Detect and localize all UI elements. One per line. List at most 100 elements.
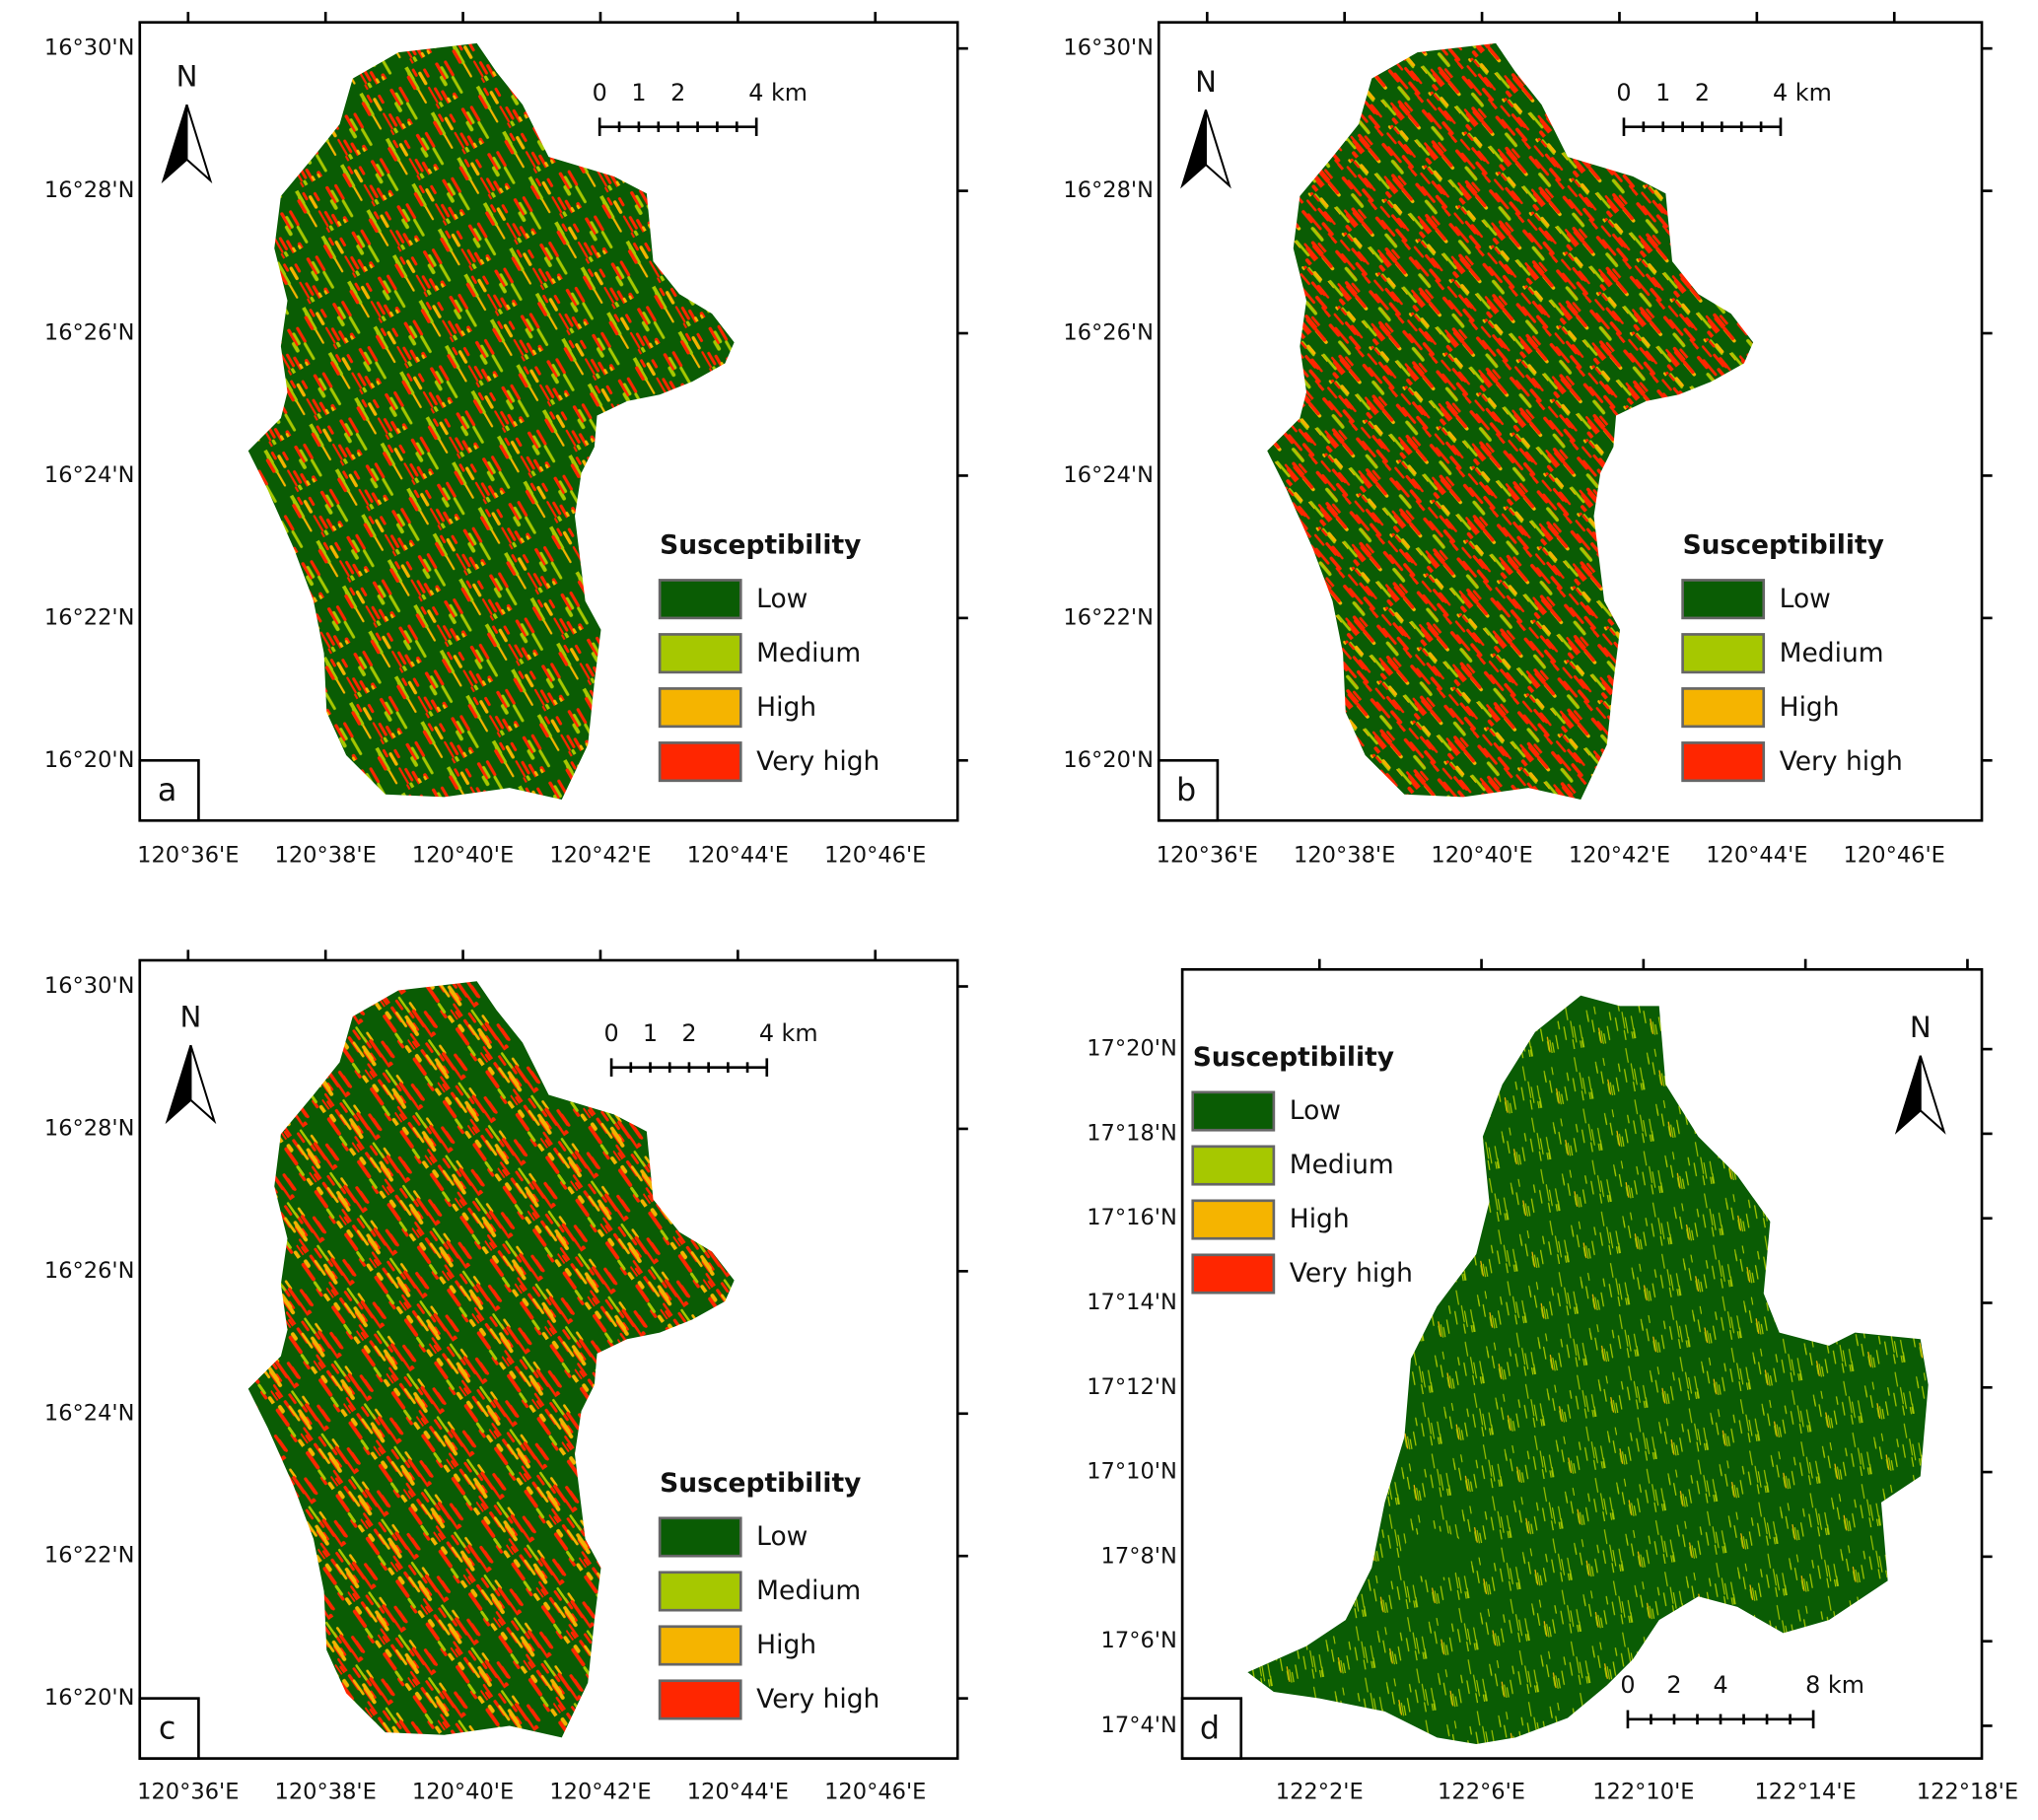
lat-label: 17°4'N (1101, 1713, 1177, 1738)
scale-label: 4 km (748, 79, 808, 106)
legend-label: Low (756, 584, 808, 614)
north-arrow-right (1204, 109, 1231, 189)
north-arrow-right (185, 104, 213, 184)
lon-label: 120°42'E (1569, 843, 1670, 869)
north-label: N (1910, 1011, 1932, 1044)
panel-label-box (1157, 758, 1220, 822)
lat-label: 16°20'N (44, 747, 135, 773)
catchment (247, 981, 735, 1738)
lon-label: 120°38'E (1294, 843, 1395, 869)
map-panel: 17°20'N 17°18'N 17°16'N 17°14'N 17°12'N 17°10… (1087, 958, 2018, 1805)
legend-swatch (658, 579, 742, 620)
lat-label: 16°30'N (1063, 35, 1154, 61)
legend-label: High (756, 692, 816, 723)
legend-swatch (658, 1571, 742, 1612)
legend-label: High (1290, 1204, 1350, 1234)
lon-label: 120°46'E (824, 1780, 926, 1805)
lat-label: 17°20'N (1087, 1036, 1177, 1062)
scale-label: 4 km (759, 1019, 818, 1047)
scale-label: 0 (1616, 79, 1631, 106)
lat-label: 16°26'N (44, 320, 135, 346)
legend-label: Medium (756, 638, 861, 668)
lon-label: 122°6'E (1438, 1780, 1525, 1805)
lat-label: 16°28'N (1063, 177, 1154, 203)
scale-label: 2 (670, 79, 685, 106)
north-arrow-right (1919, 1055, 1946, 1135)
lon-label: 122°2'E (1276, 1780, 1364, 1805)
scale-label: 2 (681, 1019, 696, 1047)
scale-label: 2 (1695, 79, 1710, 106)
scale-label: 2 (1666, 1671, 1681, 1699)
panel-label: b (1176, 772, 1196, 808)
panel-label-box (138, 1697, 200, 1760)
scale-label: 1 (643, 1019, 658, 1047)
lon-label: 122°10'E (1592, 1780, 1694, 1805)
legend-swatch (658, 741, 742, 783)
lat-label: 17°18'N (1087, 1120, 1177, 1146)
scale-label: 4 (1713, 1671, 1727, 1699)
catchment (247, 42, 735, 801)
lon-label: 120°44'E (1706, 843, 1807, 869)
lon-label: 120°36'E (1157, 843, 1258, 869)
lon-label: 120°40'E (1431, 843, 1532, 869)
lon-label: 120°40'E (412, 843, 514, 869)
lat-label: 17°16'N (1087, 1205, 1177, 1230)
scale-label: 0 (1620, 1671, 1635, 1699)
lat-label: 16°28'N (44, 177, 135, 203)
lon-label: 120°40'E (412, 1780, 514, 1805)
map-panel: 16°30'N 16°28'N 16°26'N 16°24'N 16°22'N 16°20… (44, 949, 968, 1805)
scale-label: 4 km (1773, 79, 1832, 106)
legend-label: Very high (756, 746, 879, 777)
lat-label: 16°30'N (44, 973, 135, 999)
lat-label: 16°22'N (1063, 604, 1154, 630)
legend-title: Susceptibility (1683, 529, 1884, 560)
north-label: N (176, 60, 198, 94)
scale-label: 1 (1655, 79, 1670, 106)
dark-patch (1401, 1531, 1467, 1578)
panel-label-box (1180, 1697, 1243, 1760)
lon-label: 120°46'E (1844, 843, 1945, 869)
legend-label: Low (1290, 1095, 1341, 1126)
lat-label: 17°12'N (1087, 1374, 1177, 1400)
north-label: N (180, 1001, 202, 1034)
legend-swatch (1681, 633, 1766, 674)
legend-label: Medium (1780, 638, 1884, 668)
lat-label: 17°6'N (1101, 1628, 1177, 1653)
lat-label: 16°30'N (44, 35, 135, 61)
lon-label: 120°44'E (687, 1780, 789, 1805)
lat-label: 16°20'N (44, 1685, 135, 1711)
legend-swatch (1681, 687, 1766, 729)
lon-label: 120°46'E (824, 843, 926, 869)
lon-label: 120°36'E (137, 843, 239, 869)
panel-label-box (138, 758, 200, 822)
legend-label: High (1780, 692, 1840, 723)
map-panel: 16°30'N 16°28'N 16°26'N 16°24'N 16°22'N 16°20… (1063, 12, 1993, 869)
legend-swatch (1191, 1199, 1276, 1240)
panel-label: c (159, 1710, 176, 1746)
legend-swatch (658, 687, 742, 729)
lat-label: 16°24'N (44, 1400, 135, 1426)
legend-swatch (1191, 1253, 1276, 1295)
lat-label: 16°24'N (44, 462, 135, 488)
lat-label: 17°10'N (1087, 1459, 1177, 1485)
legend-swatch (1681, 741, 1766, 783)
catchment (1267, 42, 1754, 801)
lat-label: 16°20'N (1063, 747, 1154, 773)
legend-title: Susceptibility (660, 1468, 861, 1499)
lat-label: 16°22'N (44, 604, 135, 630)
legend-label: Low (756, 1521, 808, 1552)
lon-label: 120°42'E (549, 843, 651, 869)
lat-label: 16°26'N (1063, 320, 1154, 346)
legend-label: Very high (1290, 1258, 1413, 1289)
legend-swatch (1191, 1145, 1276, 1186)
lat-label: 16°26'N (44, 1258, 135, 1284)
legend-swatch (1191, 1090, 1276, 1132)
legend-swatch (658, 633, 742, 674)
lat-label: 17°8'N (1101, 1543, 1177, 1569)
lat-label: 16°24'N (1063, 462, 1154, 488)
lon-label: 120°42'E (549, 1780, 651, 1805)
legend-label: Medium (1290, 1150, 1394, 1180)
lon-label: 120°38'E (275, 843, 377, 869)
